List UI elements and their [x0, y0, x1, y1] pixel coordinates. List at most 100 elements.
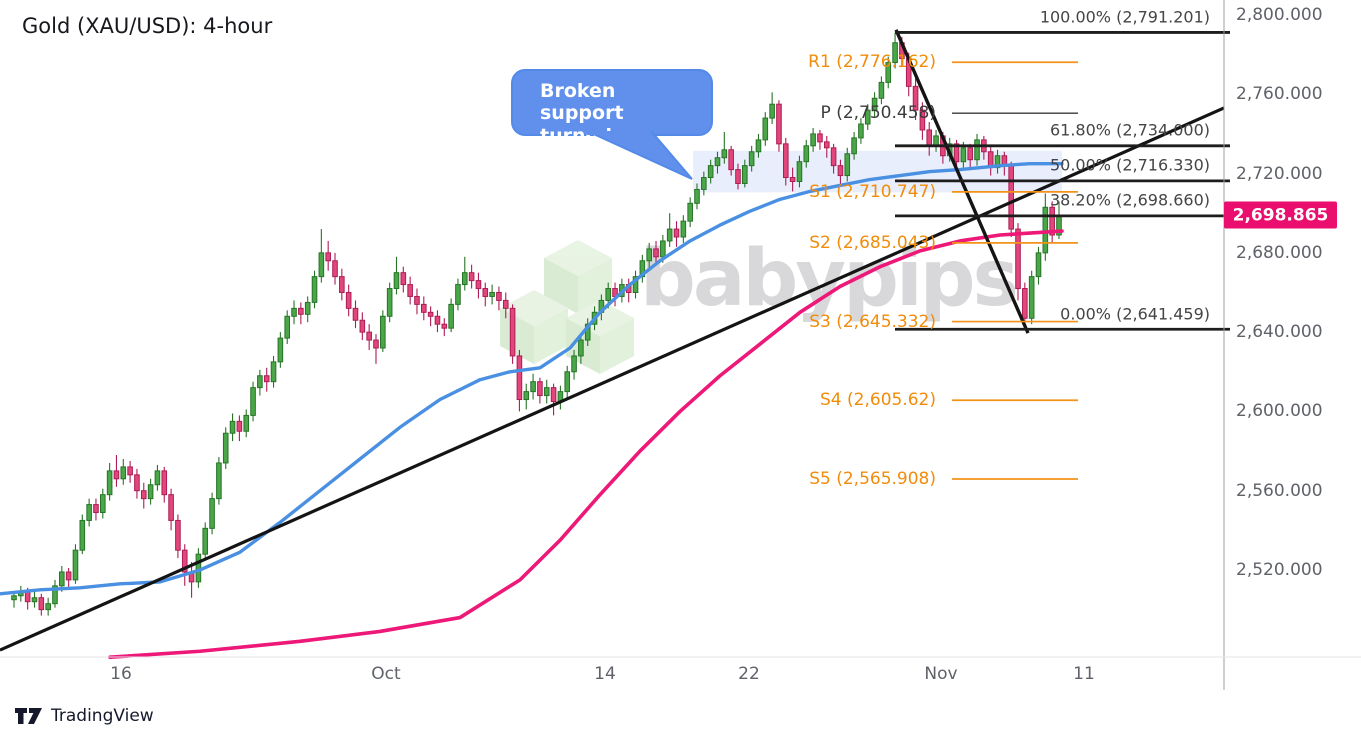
candle-body [448, 303, 454, 329]
candle-body [250, 387, 256, 416]
candle-body [530, 381, 536, 393]
candle-body [195, 553, 202, 583]
candle-body [1015, 228, 1021, 290]
candle-body [694, 188, 700, 204]
candle-body [325, 252, 331, 262]
candle-body [65, 571, 72, 581]
candle-body [974, 139, 980, 161]
moving-average-slow [108, 229, 1064, 660]
candle-body [1035, 252, 1042, 278]
candle-body [106, 470, 113, 496]
candle-body [680, 220, 687, 238]
candle-body [291, 307, 297, 317]
candle-body [728, 149, 734, 171]
candle-body [113, 470, 120, 480]
candle-body [209, 498, 215, 529]
candle-body [666, 228, 673, 242]
candle-body [134, 474, 140, 492]
candle-body [605, 288, 612, 301]
candle-body [755, 139, 762, 153]
candle-body [45, 603, 51, 611]
candle-body [571, 355, 577, 373]
watermark-text: babypips [640, 234, 1019, 324]
candle-body [817, 133, 823, 143]
candle-body [864, 109, 871, 125]
tradingview-branding[interactable]: TradingView [14, 703, 154, 729]
candle-body [742, 165, 748, 184]
candle-body [919, 109, 926, 131]
candle-body [885, 62, 892, 83]
candle-body [632, 276, 639, 293]
candle-body [127, 466, 133, 476]
callout-line1: Broken support [540, 80, 624, 125]
candle-body [277, 337, 284, 363]
candle-body [994, 155, 1001, 169]
candle-body [380, 315, 386, 349]
candle-body [175, 519, 181, 551]
candle-body [229, 420, 236, 434]
candle-body [810, 133, 816, 147]
candle-body [789, 177, 796, 182]
candle-body [523, 391, 530, 401]
candle-body [468, 272, 475, 282]
candle-body [407, 284, 413, 297]
candle-body [359, 319, 366, 333]
broken-support-zone [693, 150, 1062, 193]
candle-body [550, 387, 557, 403]
candle-body [673, 228, 680, 238]
candle-body [871, 97, 878, 111]
candle-body [393, 272, 400, 290]
candle-body [147, 484, 154, 500]
candle-body [653, 248, 659, 258]
candle-body [140, 490, 147, 500]
chart-title: Gold (XAU/USD): 4-hour [22, 14, 273, 38]
candle-body [475, 280, 482, 290]
candle-body [762, 117, 769, 141]
candle-body [99, 494, 106, 514]
candle-body [352, 307, 359, 321]
candle-body [933, 135, 939, 147]
candle-body [373, 339, 379, 349]
candle-body [687, 202, 693, 222]
candle-body [441, 323, 448, 329]
candle-body [332, 260, 338, 278]
candle-body [72, 549, 79, 581]
last-price-badge: 2,698.865 [1224, 201, 1337, 229]
candle-body [823, 141, 830, 149]
candle-body [803, 145, 810, 163]
candle-body [960, 147, 967, 163]
candle-body [421, 303, 427, 313]
candle-body [701, 177, 707, 190]
candle-body [564, 371, 571, 393]
candle-body [776, 103, 782, 145]
candle-body [844, 153, 851, 177]
candle-body [345, 291, 352, 309]
candle-body [858, 123, 864, 139]
candle-body [31, 597, 38, 603]
candle-body [721, 149, 728, 159]
candle-body [796, 161, 803, 182]
candle-body [892, 42, 898, 64]
candle-body [1008, 165, 1014, 230]
candle-body [257, 375, 263, 389]
candle-body [509, 307, 516, 357]
candle-body [311, 276, 318, 303]
candle-body [86, 504, 92, 521]
candle-body [243, 414, 250, 432]
candle-body [735, 169, 741, 184]
candle-body [748, 151, 755, 167]
tradingview-logo-icon [15, 708, 42, 724]
callout-tail [586, 131, 693, 180]
candle-body [386, 288, 393, 317]
candle-body [461, 272, 468, 286]
candle-body [38, 597, 45, 611]
candle-body [222, 432, 229, 464]
candle-body [1028, 276, 1035, 319]
candle-body [414, 295, 420, 305]
candle-body [366, 331, 372, 341]
rising-support-trendline [0, 106, 1225, 652]
candle-body [660, 240, 666, 258]
candle-body [298, 307, 304, 315]
candle-body [769, 103, 775, 119]
